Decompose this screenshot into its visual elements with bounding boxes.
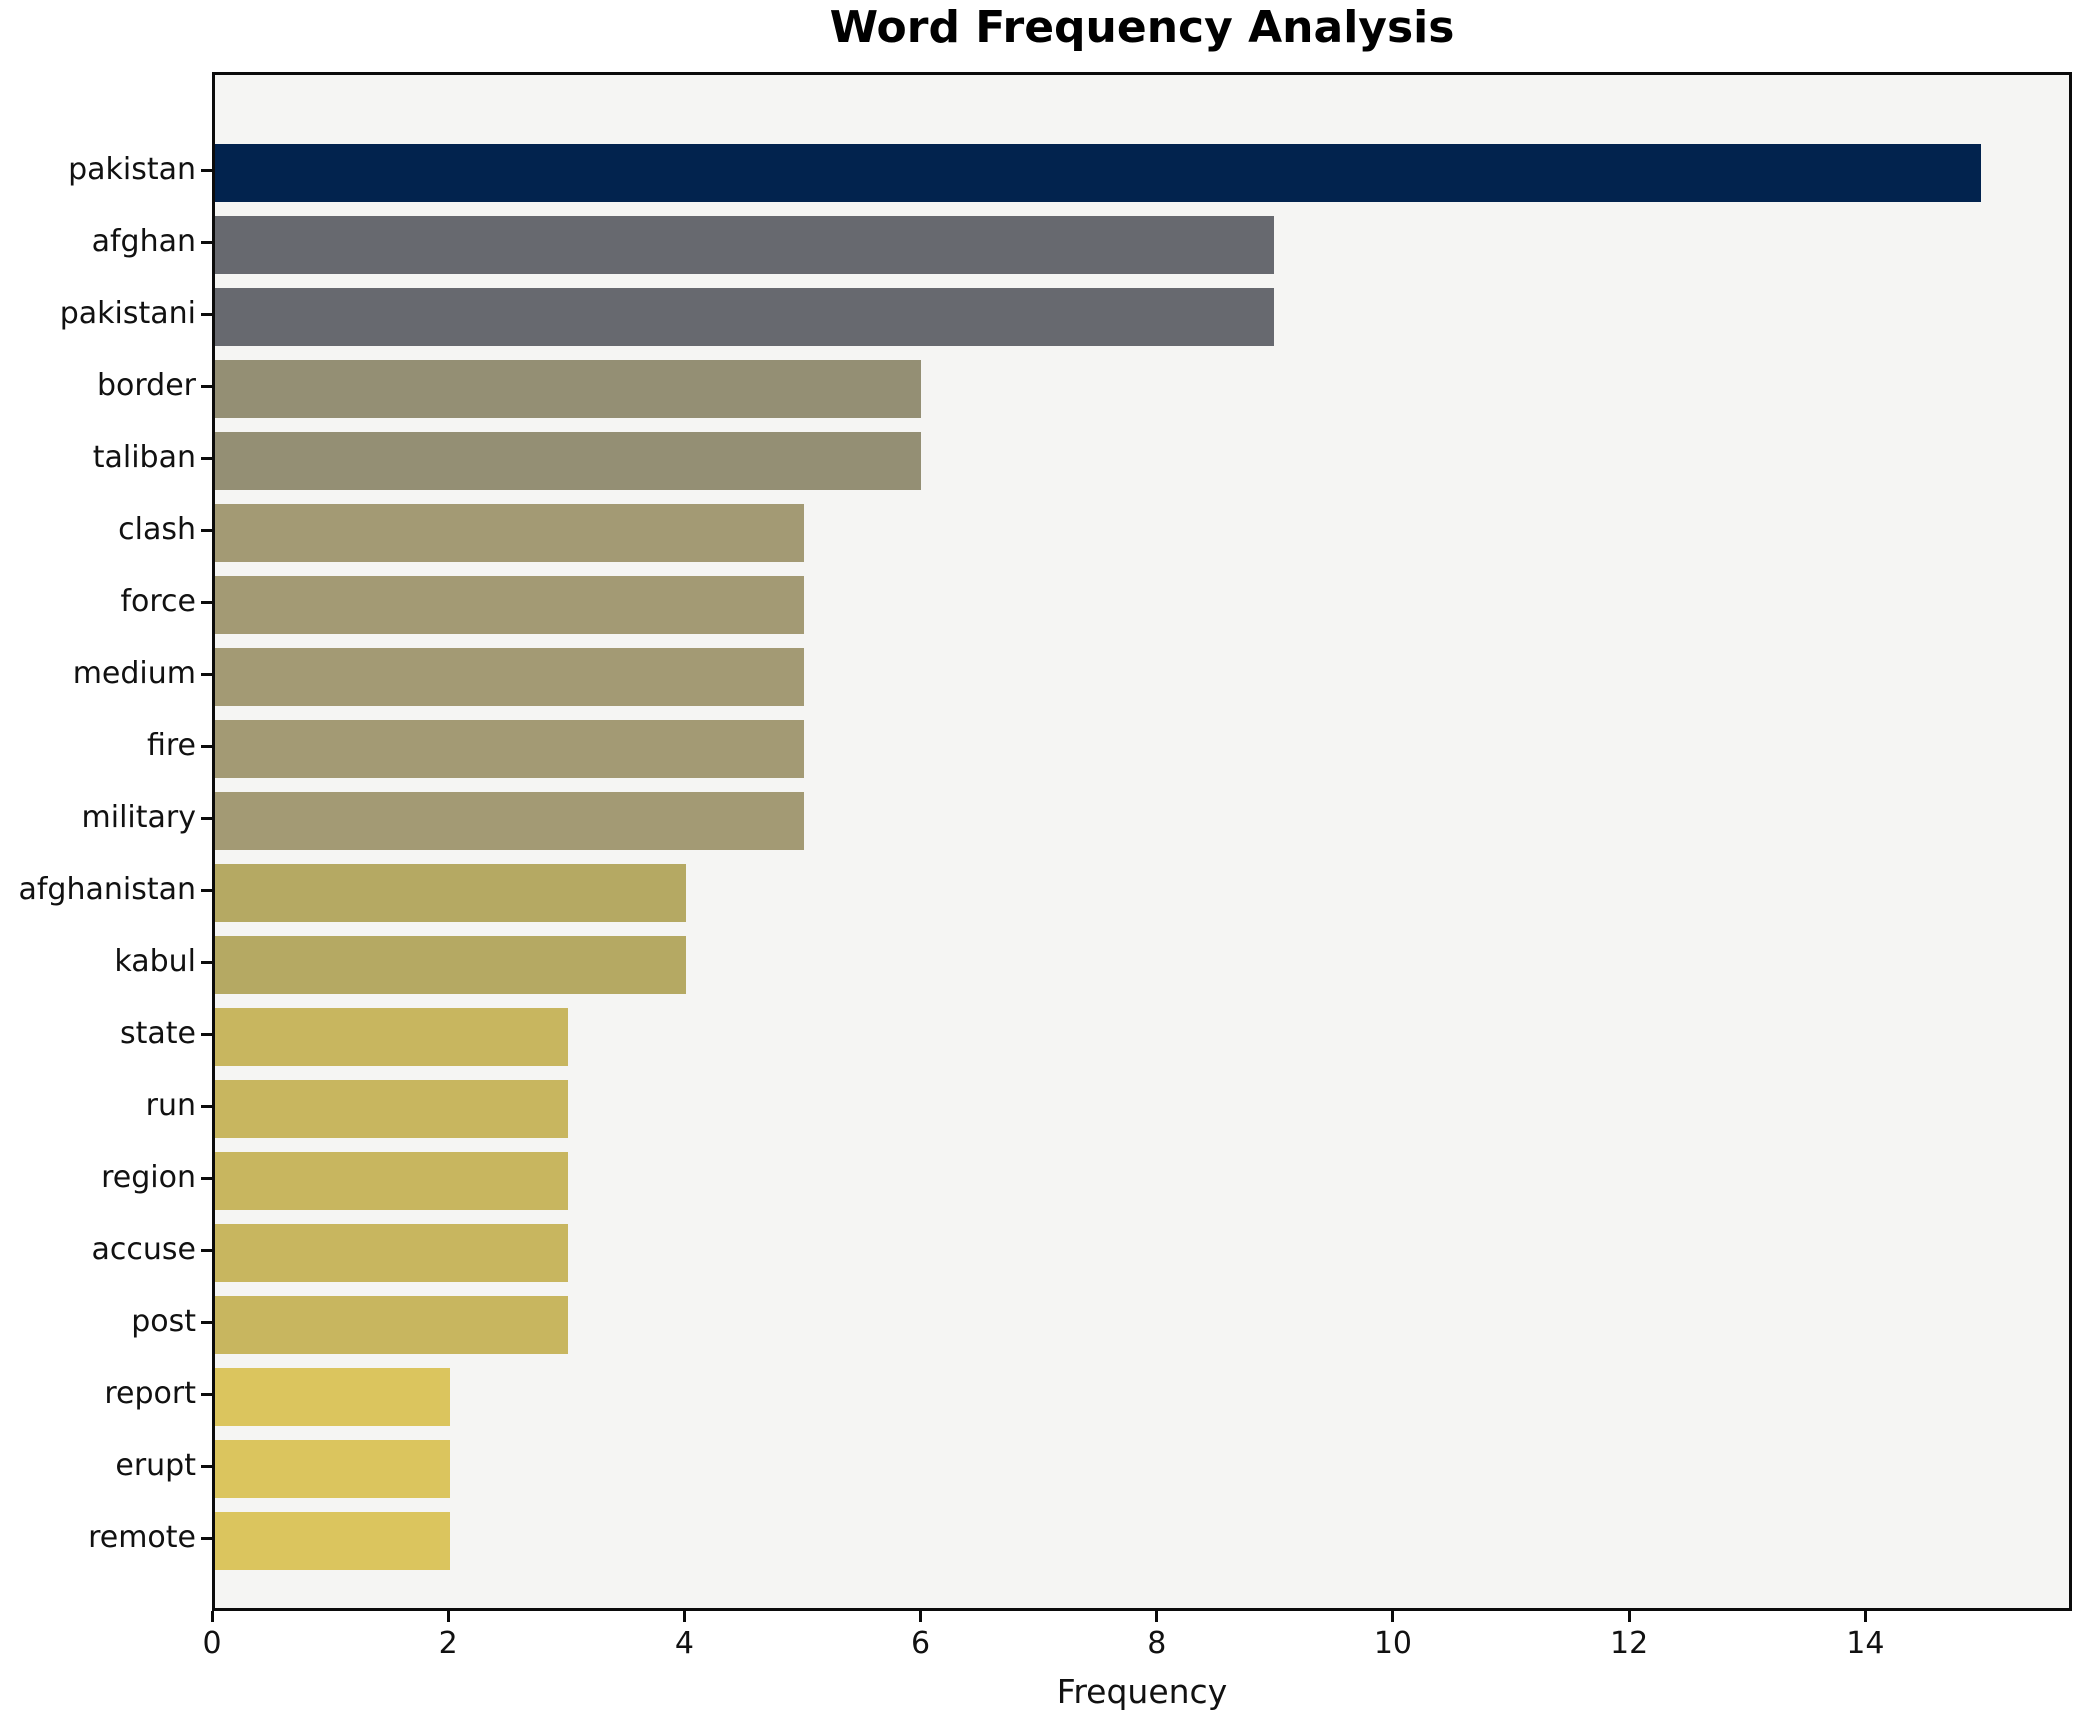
bar-pakistani <box>215 288 1275 346</box>
y-tick-label-military: military <box>81 800 196 835</box>
x-tick-label-14: 14 <box>1846 1626 1885 1661</box>
y-tick <box>201 672 212 676</box>
y-tick <box>201 1176 212 1180</box>
y-tick-label-fire: fire <box>146 728 196 763</box>
bar-erupt <box>215 1440 451 1498</box>
y-tick-label-state: state <box>120 1016 196 1051</box>
y-tick <box>201 384 212 388</box>
y-tick-label-report: report <box>104 1376 196 1411</box>
chart-title: Word Frequency Analysis <box>829 2 1455 53</box>
x-tick <box>446 1611 450 1622</box>
bar-region <box>215 1152 569 1210</box>
bar-fire <box>215 720 804 778</box>
y-tick <box>201 888 212 892</box>
x-tick-label-2: 2 <box>438 1626 458 1661</box>
y-tick-label-pakistan: pakistan <box>68 152 196 187</box>
x-tick-label-10: 10 <box>1373 1626 1413 1661</box>
bar-report <box>215 1368 451 1426</box>
y-tick <box>201 1464 212 1468</box>
bar-post <box>215 1296 569 1354</box>
bar-run <box>215 1080 569 1138</box>
x-tick <box>682 1611 686 1622</box>
y-tick <box>201 168 212 172</box>
y-tick-label-accuse: accuse <box>91 1232 196 1267</box>
x-tick-label-6: 6 <box>911 1626 931 1661</box>
y-tick <box>201 1104 212 1108</box>
y-tick <box>201 744 212 748</box>
bar-kabul <box>215 936 686 994</box>
y-tick-label-taliban: taliban <box>92 440 196 475</box>
y-tick-label-medium: medium <box>72 656 196 691</box>
y-tick <box>201 816 212 820</box>
y-tick-label-erupt: erupt <box>115 1448 196 1483</box>
x-tick <box>1155 1611 1159 1622</box>
y-tick-label-border: border <box>96 368 196 403</box>
y-tick <box>201 960 212 964</box>
y-tick <box>201 312 212 316</box>
y-tick-label-run: run <box>145 1088 196 1123</box>
x-tick <box>919 1611 923 1622</box>
y-tick-label-post: post <box>131 1304 196 1339</box>
y-tick-label-clash: clash <box>118 512 196 547</box>
bar-force <box>215 576 804 634</box>
x-tick <box>210 1611 214 1622</box>
bar-accuse <box>215 1224 569 1282</box>
y-tick-label-afghanistan: afghanistan <box>18 872 196 907</box>
x-tick <box>1391 1611 1395 1622</box>
y-tick <box>201 456 212 460</box>
y-tick <box>201 1392 212 1396</box>
y-tick <box>201 1536 212 1540</box>
x-tick <box>1627 1611 1631 1622</box>
x-tick-label-12: 12 <box>1610 1626 1649 1661</box>
y-tick-label-afghan: afghan <box>91 224 196 259</box>
x-tick <box>1863 1611 1867 1622</box>
bar-state <box>215 1008 569 1066</box>
bar-border <box>215 360 922 418</box>
y-tick <box>201 1248 212 1252</box>
y-tick <box>201 600 212 604</box>
x-tick-label-0: 0 <box>202 1626 222 1661</box>
y-tick-label-force: force <box>120 584 196 619</box>
bar-taliban <box>215 432 922 490</box>
y-tick-label-region: region <box>101 1160 196 1195</box>
bar-military <box>215 792 804 850</box>
x-tick-label-4: 4 <box>674 1626 694 1661</box>
plot-area <box>212 72 2072 1611</box>
y-tick-label-pakistani: pakistani <box>59 296 196 331</box>
bar-medium <box>215 648 804 706</box>
y-tick <box>201 528 212 532</box>
y-tick <box>201 240 212 244</box>
y-tick-label-remote: remote <box>88 1520 196 1555</box>
bar-pakistan <box>215 144 1981 202</box>
x-axis-label: Frequency <box>1056 1672 1228 1711</box>
y-tick <box>201 1032 212 1036</box>
x-tick-label-8: 8 <box>1147 1626 1167 1661</box>
bar-afghanistan <box>215 864 686 922</box>
bar-remote <box>215 1512 451 1570</box>
bar-afghan <box>215 216 1275 274</box>
y-tick <box>201 1320 212 1324</box>
y-tick-label-kabul: kabul <box>114 944 196 979</box>
bar-clash <box>215 504 804 562</box>
